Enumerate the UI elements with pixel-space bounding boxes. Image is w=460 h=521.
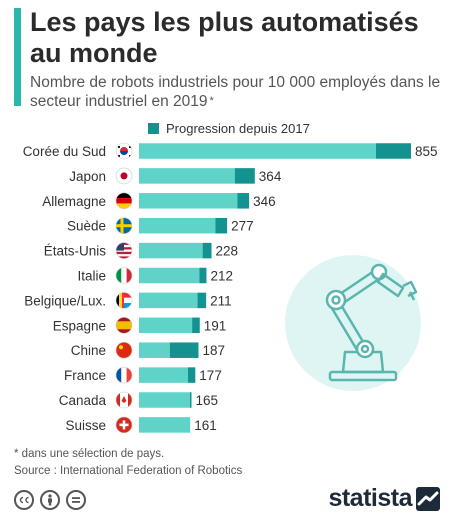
bar-progress-segment: [169, 342, 199, 358]
category-label: Chine: [71, 343, 106, 358]
sweden-flag-icon: [115, 217, 133, 234]
chart-row: Italie 212: [77, 267, 233, 284]
bar-progress-segment: [215, 217, 228, 234]
bar-progress-segment: [199, 267, 207, 284]
subtitle-marker: *: [209, 95, 214, 107]
chart-title: Les pays les plus automatisés au monde: [30, 7, 419, 68]
canada-flag-icon: [115, 391, 133, 409]
chart-row: Allemagne 346: [42, 192, 276, 210]
value-label: 165: [195, 393, 218, 408]
bar-progress-segment: [234, 168, 255, 184]
category-label: Corée du Sud: [23, 144, 106, 159]
bar-base-segment: [139, 217, 216, 234]
footnote: * dans une sélection de pays. Source : I…: [14, 446, 242, 480]
creative-commons-icon[interactable]: [14, 490, 34, 510]
chart-rows: Corée du Sud 855 Japon 364 Allemagne 346 Suède…: [23, 142, 438, 434]
robot-illustration: [285, 255, 421, 391]
value-label: 211: [210, 293, 232, 308]
category-label: Belgique/Lux.: [24, 293, 106, 308]
bar-progress-segment: [187, 367, 196, 383]
value-label: 177: [199, 368, 222, 383]
no-derivatives-icon[interactable]: [66, 490, 86, 510]
legend-label: Progression depuis 2017: [166, 121, 310, 136]
value-label: 277: [231, 219, 254, 234]
category-label: Suède: [67, 219, 106, 234]
robot-arm-icon: [325, 263, 418, 382]
legend-swatch: [148, 123, 159, 134]
value-label: 212: [210, 269, 233, 284]
bar-base-segment: [139, 193, 238, 209]
brand-name: statista: [328, 484, 412, 512]
category-label: Canada: [59, 393, 107, 408]
bar-progress-segment: [197, 292, 207, 309]
bar-progress-segment: [192, 317, 200, 334]
category-label: Espagne: [53, 318, 106, 333]
china-flag-icon: [115, 341, 133, 359]
footnote-note: * dans une sélection de pays.: [14, 448, 165, 460]
france-flag-icon: [115, 366, 133, 384]
attribution-icon[interactable]: [40, 490, 60, 510]
bar-base-segment: [139, 367, 188, 383]
category-label: Japon: [69, 169, 106, 184]
chart-row: États-Unis 228: [44, 242, 239, 259]
bar-base-segment: [139, 168, 235, 184]
bar-base-segment: [139, 317, 193, 334]
chart-subtitle: Nombre de robots industriels pour 10 000…: [30, 73, 450, 111]
chart-row: Chine 187: [71, 341, 225, 359]
value-label: 855: [415, 144, 438, 159]
chart-row: Corée du Sud 855: [23, 142, 438, 160]
chart-row: Canada 165: [59, 391, 218, 409]
switzerland-flag-icon: [115, 416, 133, 434]
category-label: Allemagne: [42, 194, 106, 209]
category-label: Italie: [77, 269, 106, 284]
license-icons: [14, 490, 92, 510]
chart-row: Japon 364: [69, 167, 282, 185]
south-korea-flag-icon: [115, 142, 133, 160]
category-label: Suisse: [65, 418, 106, 433]
chart-row: Suède 277: [67, 217, 254, 234]
chart-row: Suisse 161: [65, 416, 217, 434]
belgium-luxembourg-flag-icon: [115, 292, 133, 309]
category-label: États-Unis: [44, 244, 107, 259]
bar-progress-segment: [202, 242, 212, 259]
value-label: 346: [253, 194, 276, 209]
germany-flag-icon: [115, 192, 133, 210]
value-label: 191: [204, 318, 227, 333]
usa-flag-icon: [115, 242, 133, 259]
japan-flag-icon: [115, 167, 133, 185]
value-label: 187: [202, 343, 225, 358]
bar-progress-segment: [376, 143, 411, 159]
bar-progress-segment: [189, 392, 192, 408]
bar-base-segment: [139, 342, 170, 358]
value-label: 228: [216, 244, 239, 259]
chart-row: Belgique/Lux. 211: [24, 292, 232, 309]
bar-base-segment: [139, 143, 377, 159]
footnote-source: Source : International Federation of Rob…: [14, 465, 243, 477]
italy-flag-icon: [115, 267, 133, 284]
bar-base-segment: [139, 417, 191, 433]
chart-legend: Progression depuis 2017: [148, 121, 310, 136]
statista-mark-icon: [416, 486, 440, 511]
value-label: 364: [259, 169, 282, 184]
category-label: France: [64, 368, 106, 383]
bar-base-segment: [139, 292, 198, 309]
chart-row: France 177: [64, 366, 222, 384]
bar-base-segment: [139, 392, 190, 408]
value-label: 161: [194, 418, 217, 433]
chart-row: Espagne 191: [53, 316, 227, 334]
spain-flag-icon: [115, 316, 133, 334]
subtitle-text: Nombre de robots industriels pour 10 000…: [30, 74, 441, 110]
title-accent-bar: [14, 8, 21, 106]
bar-base-segment: [139, 242, 203, 259]
bar-base-segment: [139, 267, 200, 284]
statista-logo[interactable]: statista: [328, 484, 440, 513]
bar-progress-segment: [237, 193, 250, 209]
